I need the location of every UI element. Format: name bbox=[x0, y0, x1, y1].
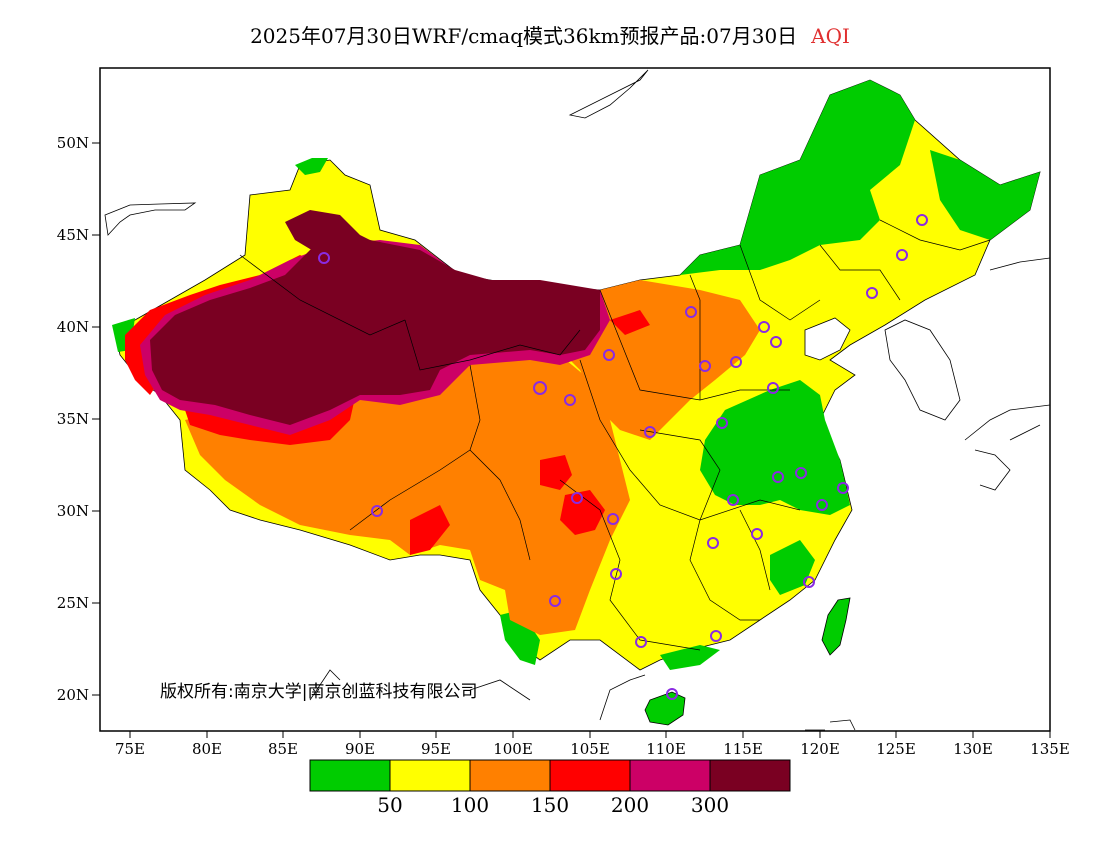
sakhalin-outline bbox=[989, 257, 1050, 271]
zone-good-northeast-2 bbox=[930, 150, 1040, 240]
zone-good-east bbox=[700, 380, 850, 515]
lon-label: 75E bbox=[115, 740, 145, 758]
lat-label: 50N bbox=[57, 134, 89, 152]
zone-good-xinjiang bbox=[295, 158, 328, 175]
lon-label: 100E bbox=[493, 740, 533, 758]
lon-label: 95E bbox=[421, 740, 451, 758]
legend-label: 100 bbox=[451, 793, 489, 817]
caspian-outline bbox=[104, 202, 197, 236]
zone-unhealthy-sichuan bbox=[540, 455, 572, 490]
legend-swatch bbox=[309, 759, 391, 792]
lon-axis bbox=[129, 731, 1051, 738]
map-frame bbox=[99, 67, 1051, 732]
legend-label: 150 bbox=[531, 793, 569, 817]
zone-unhealthy-chongqing bbox=[560, 490, 605, 535]
province-borders bbox=[239, 219, 991, 651]
lon-label: 120E bbox=[800, 740, 840, 758]
legend-label: 300 bbox=[691, 793, 729, 817]
zone-good-south bbox=[660, 645, 720, 670]
lon-label: 130E bbox=[953, 740, 993, 758]
map-title: 2025年07月30日WRF/cmaq模式36km预报产品:07月30日 AQI bbox=[0, 20, 1100, 49]
lat-label: 25N bbox=[57, 594, 89, 612]
product-label: AQI bbox=[811, 24, 850, 48]
japan-outline bbox=[964, 404, 1050, 491]
station-markers bbox=[318, 214, 928, 700]
aqi-legend bbox=[309, 759, 791, 792]
sea-coast-outline bbox=[309, 669, 646, 721]
lon-label: 105E bbox=[570, 740, 610, 758]
korea-outline bbox=[884, 319, 961, 421]
legend-swatch bbox=[469, 759, 551, 792]
bohai-sea bbox=[804, 317, 851, 361]
aqi-field bbox=[104, 69, 1050, 731]
lon-label: 110E bbox=[646, 740, 686, 758]
lat-label: 45N bbox=[57, 226, 89, 244]
title-text: 2025年07月30日WRF/cmaq模式36km预报产品:07月30日 bbox=[250, 24, 798, 48]
zone-good-southwest bbox=[500, 610, 540, 665]
lon-label: 125E bbox=[876, 740, 916, 758]
zone-unhealthy-tibet bbox=[410, 505, 450, 555]
legend-swatch bbox=[629, 759, 711, 792]
legend-swatch bbox=[709, 759, 791, 792]
zone-hazardous bbox=[150, 235, 600, 425]
lon-label: 90E bbox=[345, 740, 375, 758]
zone-unhealthy-shanxi bbox=[610, 310, 650, 335]
lat-axis bbox=[92, 142, 100, 696]
lat-label: 20N bbox=[57, 686, 89, 704]
lon-label: 135E bbox=[1030, 740, 1070, 758]
lat-label: 30N bbox=[57, 502, 89, 520]
lat-label: 40N bbox=[57, 318, 89, 336]
legend-label: 200 bbox=[611, 793, 649, 817]
south-islands bbox=[805, 719, 856, 731]
baikal-outline bbox=[568, 69, 649, 119]
legend-swatch bbox=[549, 759, 631, 792]
lon-label: 85E bbox=[268, 740, 298, 758]
lon-label: 115E bbox=[723, 740, 763, 758]
legend-label: 50 bbox=[377, 793, 402, 817]
legend-swatch bbox=[389, 759, 471, 792]
zone-good-northeast bbox=[680, 80, 915, 275]
zone-hazardous-north bbox=[285, 210, 390, 265]
lat-label: 35N bbox=[57, 410, 89, 428]
hainan-island bbox=[644, 691, 686, 726]
copyright-text: 版权所有:南京大学|南京创蓝科技有限公司 bbox=[160, 682, 477, 702]
lon-label: 80E bbox=[192, 740, 222, 758]
taiwan-island bbox=[821, 597, 851, 656]
